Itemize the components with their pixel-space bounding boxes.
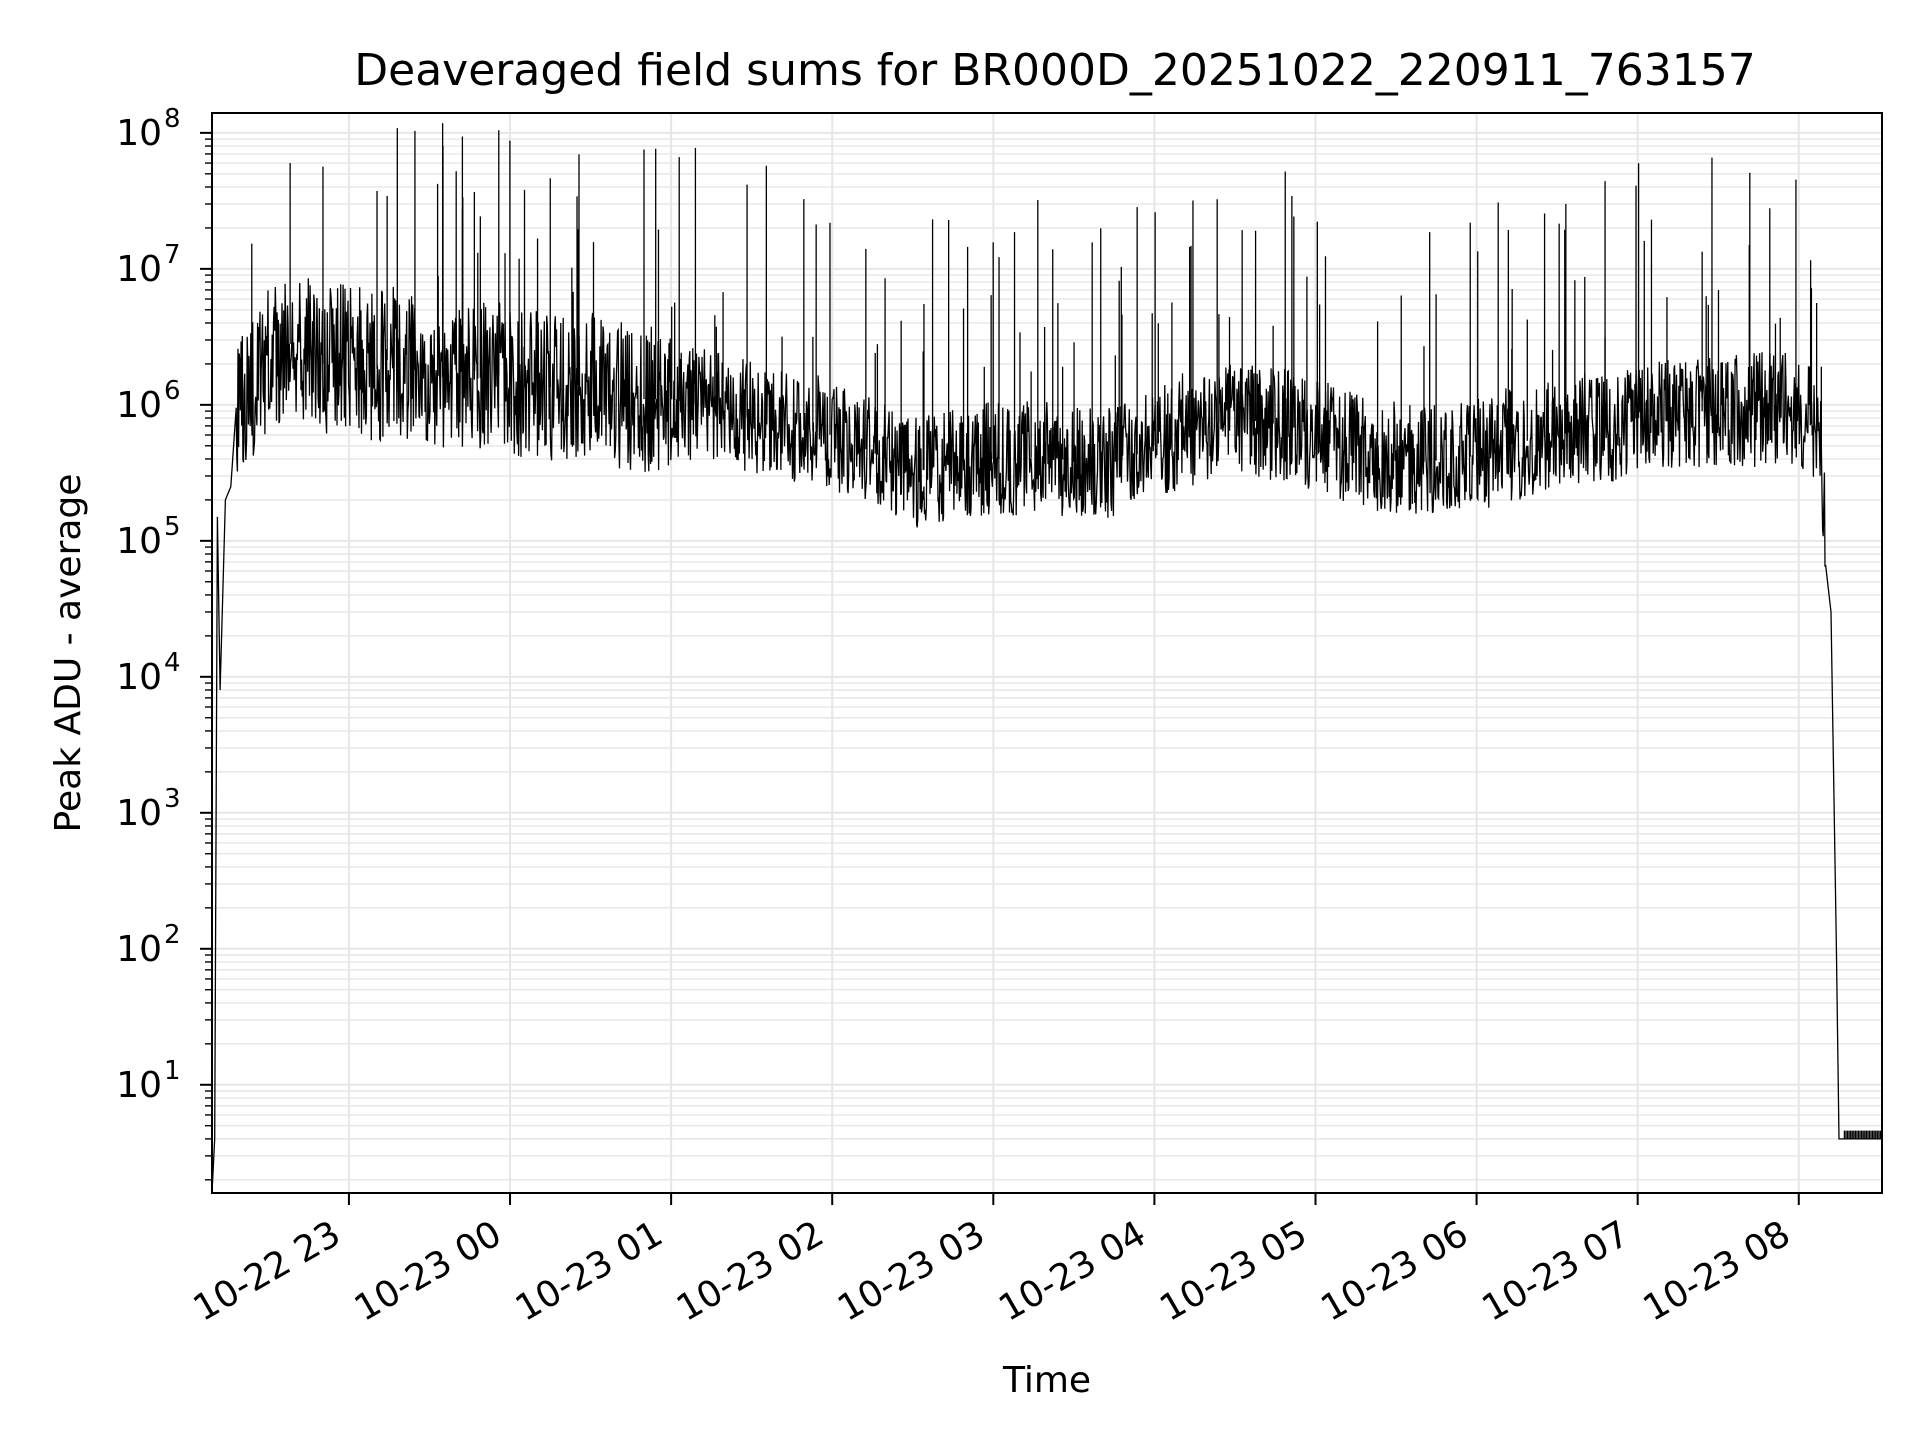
y-tick-exponent: 5 (164, 512, 181, 542)
series-line (212, 278, 1882, 1193)
y-tick-label: 10 3 (116, 784, 180, 834)
x-axis-label: Time (1002, 1360, 1091, 1401)
y-tick-exponent: 4 (164, 648, 181, 678)
y-tick-label: 10 5 (116, 512, 180, 562)
y-tick-base: 10 (116, 793, 162, 834)
y-axis-label: Peak ADU - average (48, 474, 89, 833)
y-tick-base: 10 (116, 1065, 162, 1106)
y-tick-base: 10 (116, 385, 162, 426)
y-tick-label: 10 8 (116, 104, 180, 154)
y-tick-exponent: 3 (164, 784, 181, 814)
chart-title: Deaveraged field sums for BR000D_2025102… (354, 45, 1756, 96)
y-tick-exponent: 1 (164, 1056, 181, 1086)
y-tick-label: 10 1 (116, 1056, 180, 1106)
y-tick-base: 10 (116, 929, 162, 970)
y-tick-exponent: 2 (164, 920, 181, 950)
y-tick-base: 10 (116, 521, 162, 562)
y-tick-base: 10 (116, 657, 162, 698)
y-tick-exponent: 7 (164, 240, 181, 270)
y-tick-label: 10 4 (116, 648, 180, 698)
y-tick-base: 10 (116, 249, 162, 290)
spikes-layer (251, 123, 1882, 1139)
y-tick-label: 10 2 (116, 920, 180, 970)
y-tick-base: 10 (116, 113, 162, 154)
y-tick-label: 10 7 (116, 240, 180, 290)
series-layer (212, 278, 1882, 1193)
axes-frame (211, 112, 1883, 1194)
y-tick-label: 10 6 (116, 376, 180, 426)
y-tick-exponent: 8 (164, 104, 181, 134)
y-tick-exponent: 6 (164, 376, 181, 406)
